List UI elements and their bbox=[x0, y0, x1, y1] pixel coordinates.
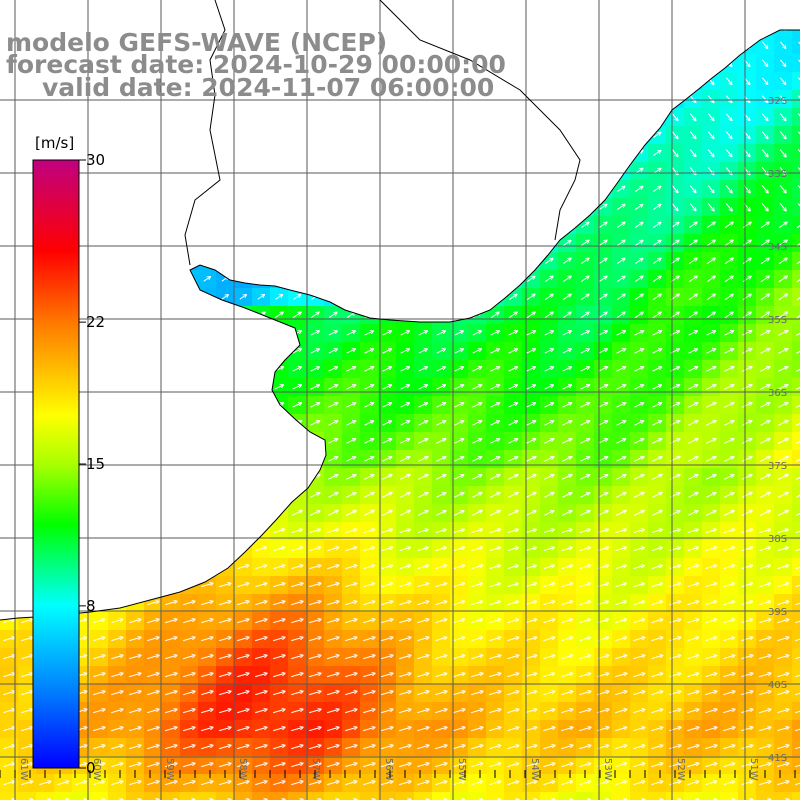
field-cell bbox=[792, 288, 800, 307]
field-cell bbox=[198, 792, 217, 800]
colorbar-tick-label: 30 bbox=[86, 151, 105, 169]
field-cell bbox=[216, 792, 235, 800]
colorbar-tick-label: 8 bbox=[86, 597, 96, 615]
field-cell bbox=[702, 792, 721, 800]
field-cell bbox=[144, 792, 163, 800]
field-cell bbox=[648, 792, 667, 800]
field-cell bbox=[792, 306, 800, 325]
longitude-label: 59W bbox=[164, 758, 175, 781]
field-cell bbox=[630, 792, 649, 800]
field-cell bbox=[360, 792, 379, 800]
field-cell bbox=[594, 792, 613, 800]
field-cell bbox=[396, 792, 415, 800]
latitude-label: 37S bbox=[768, 461, 787, 472]
longitude-label: 58W bbox=[237, 758, 248, 781]
field-cell bbox=[792, 216, 800, 235]
colorbar-tick-label: 22 bbox=[86, 313, 105, 331]
field-cell bbox=[414, 792, 433, 800]
field-cell bbox=[792, 360, 800, 379]
longitude-label: 61W bbox=[18, 758, 29, 781]
field-cell bbox=[792, 198, 800, 217]
field-cell bbox=[792, 378, 800, 397]
field-cell bbox=[774, 792, 793, 800]
field-cell bbox=[792, 180, 800, 199]
field-cell bbox=[468, 792, 487, 800]
field-cell bbox=[54, 792, 73, 800]
field-cell bbox=[738, 792, 757, 800]
field-cell bbox=[720, 792, 739, 800]
field-cell bbox=[432, 792, 451, 800]
field-cell bbox=[792, 432, 800, 451]
field-cell bbox=[792, 144, 800, 163]
colorbar-unit-label: [m/s] bbox=[35, 134, 74, 152]
field-cell bbox=[36, 792, 55, 800]
field-cell bbox=[792, 126, 800, 145]
field-cell bbox=[522, 792, 541, 800]
field-cell bbox=[792, 468, 800, 487]
field-cell bbox=[666, 792, 685, 800]
field-cell bbox=[792, 108, 800, 127]
field-cell bbox=[378, 792, 397, 800]
field-cell bbox=[306, 792, 325, 800]
field-cell bbox=[792, 486, 800, 505]
field-cell bbox=[252, 792, 271, 800]
field-cell bbox=[792, 396, 800, 415]
colorbar-gradient bbox=[32, 159, 80, 769]
field-cell bbox=[504, 792, 523, 800]
latitude-label: 33S bbox=[768, 169, 787, 180]
field-cell bbox=[288, 792, 307, 800]
field-cell bbox=[792, 414, 800, 433]
latitude-label: 40S bbox=[768, 680, 787, 691]
field-cell bbox=[0, 792, 19, 800]
colorbar-tick-label: 15 bbox=[86, 455, 105, 473]
field-cell bbox=[792, 324, 800, 343]
latitude-label: 34S bbox=[768, 242, 787, 253]
latitude-label: 38S bbox=[768, 534, 787, 545]
latitude-label: 32S bbox=[768, 96, 787, 107]
latitude-label: 41S bbox=[768, 753, 787, 764]
field-cell bbox=[90, 792, 109, 800]
field-cell bbox=[792, 792, 800, 800]
field-cell bbox=[792, 234, 800, 253]
field-cell bbox=[792, 270, 800, 289]
field-cell bbox=[558, 792, 577, 800]
latitude-label: 35S bbox=[768, 315, 787, 326]
field-cell bbox=[108, 792, 127, 800]
latitude-label: 39S bbox=[768, 607, 787, 618]
latitude-label: 36S bbox=[768, 388, 787, 399]
field-cell bbox=[270, 792, 289, 800]
field-cell bbox=[486, 792, 505, 800]
longitude-label: 53W bbox=[602, 758, 613, 781]
field-cell bbox=[792, 252, 800, 271]
field-cell bbox=[792, 342, 800, 361]
field-cell bbox=[234, 792, 253, 800]
field-cell bbox=[540, 792, 559, 800]
longitude-label: 52W bbox=[675, 758, 686, 781]
field-cell bbox=[126, 792, 145, 800]
field-cell bbox=[684, 792, 703, 800]
field-cell bbox=[342, 792, 361, 800]
field-cell bbox=[576, 792, 595, 800]
field-cell bbox=[792, 90, 800, 109]
field-cell bbox=[792, 450, 800, 469]
field-cell bbox=[324, 792, 343, 800]
colorbar-tick-label: 0 bbox=[86, 759, 96, 777]
field-cell bbox=[180, 792, 199, 800]
field-cell bbox=[792, 36, 800, 55]
field-cell bbox=[792, 54, 800, 73]
field-cell bbox=[792, 504, 800, 523]
field-cell bbox=[162, 792, 181, 800]
valid-date-title: valid date: 2024-11-07 06:00:00 bbox=[42, 73, 495, 102]
field-cell bbox=[756, 792, 775, 800]
longitude-label: 54W bbox=[529, 758, 540, 781]
field-cell bbox=[792, 162, 800, 181]
field-cell bbox=[792, 72, 800, 91]
field-cell bbox=[612, 792, 631, 800]
field-cell bbox=[792, 522, 800, 541]
field-cell bbox=[18, 792, 37, 800]
longitude-label: 56W bbox=[383, 758, 394, 781]
